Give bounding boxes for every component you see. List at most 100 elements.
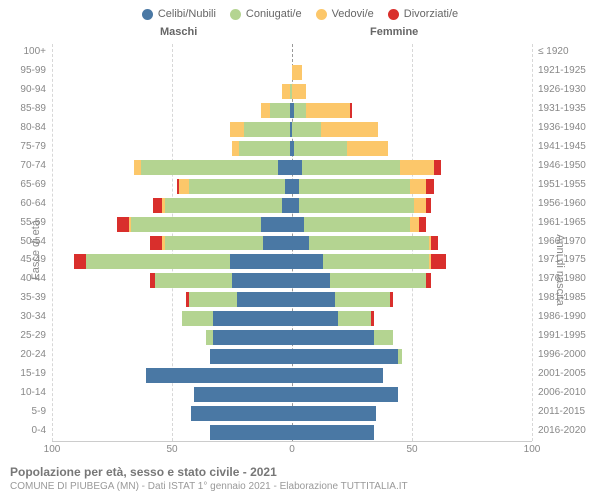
birth-year-label: 2001-2005 [538,368,586,379]
bar-segment [232,141,239,156]
male-bar [52,425,292,440]
bar-segment [410,179,427,194]
bar-segment [278,160,292,175]
bar-segment [131,217,261,232]
age-label: 80-84 [20,122,46,133]
age-label: 35-39 [20,292,46,303]
birth-year-label: 1976-1980 [538,273,586,284]
bar-segment [213,330,292,345]
bar-segment [292,425,374,440]
male-bar [52,273,292,288]
bar-segment [292,65,302,80]
bar-segment [285,179,292,194]
age-label: 5-9 [32,406,46,417]
age-label: 75-79 [20,141,46,152]
age-label: 95-99 [20,65,46,76]
age-label: 90-94 [20,84,46,95]
bar-segment [292,179,299,194]
age-row: 80-841936-1940 [52,120,532,139]
bar-segment [210,349,292,364]
bar-segment [292,330,374,345]
bar-segment [398,349,403,364]
x-tick-label: 100 [44,444,61,455]
bar-segment [213,311,292,326]
female-bar [292,179,532,194]
male-bar [52,122,292,137]
female-bar [292,349,532,364]
age-row: 75-791941-1945 [52,139,532,158]
male-bar [52,254,292,269]
age-row: 50-541966-1970 [52,234,532,253]
age-row: 35-391981-1985 [52,290,532,309]
bar-segment [165,236,263,251]
bar-segment [292,273,330,288]
bar-segment [292,160,302,175]
age-label: 65-69 [20,179,46,190]
bar-segment [153,198,163,213]
bar-segment [419,217,426,232]
age-row: 85-891931-1935 [52,101,532,120]
female-bar [292,122,532,137]
bar-segment [426,198,431,213]
female-bar [292,311,532,326]
age-row: 10-142006-2010 [52,385,532,404]
birth-year-label: 1961-1965 [538,217,586,228]
bar-segment [146,368,292,383]
bar-segment [330,273,426,288]
female-bar [292,406,532,421]
bar-segment [292,368,383,383]
birth-year-label: 2016-2020 [538,425,586,436]
birth-year-label: 1991-1995 [538,330,586,341]
bar-segment [292,311,338,326]
age-row: 70-741946-1950 [52,158,532,177]
bar-segment [182,311,213,326]
age-label: 25-29 [20,330,46,341]
age-label: 50-54 [20,236,46,247]
female-bar [292,292,532,307]
age-row: 65-691951-1955 [52,177,532,196]
bar-segment [117,217,129,232]
bar-segment [321,122,379,137]
bar-segment [350,103,352,118]
gridline [532,44,533,441]
header-male: Maschi [160,26,197,38]
male-bar [52,368,292,383]
bar-segment [431,254,445,269]
bar-segment [335,292,390,307]
age-label: 60-64 [20,198,46,209]
birth-year-label: 1951-1955 [538,179,586,190]
age-row: 95-991921-1925 [52,63,532,82]
bar-segment [150,236,162,251]
female-bar [292,236,532,251]
bar-segment [237,292,292,307]
female-bar [292,273,532,288]
female-bar [292,330,532,345]
legend-item: Coniugati/e [230,8,302,20]
x-tick-label: 0 [289,444,295,455]
age-label: 20-24 [20,349,46,360]
birth-year-label: 1931-1935 [538,103,586,114]
female-bar [292,84,532,99]
age-row: 30-341986-1990 [52,309,532,328]
chart-subtitle: COMUNE DI PIUBEGA (MN) - Dati ISTAT 1° g… [10,481,408,492]
bar-segment [294,103,306,118]
birth-year-label: 1981-1985 [538,292,586,303]
bar-segment [239,141,289,156]
bar-segment [292,387,398,402]
bar-segment [292,406,376,421]
male-bar [52,65,292,80]
header-female: Femmine [370,26,418,38]
birth-year-label: 1946-1950 [538,160,586,171]
female-bar [292,368,532,383]
legend-swatch [388,9,399,20]
bar-segment [155,273,232,288]
bar-segment [306,103,349,118]
column-headers: Maschi Femmine [0,26,600,42]
bar-segment [431,236,438,251]
bar-segment [371,311,373,326]
bar-segment [323,254,429,269]
female-bar [292,46,532,61]
legend-label: Vedovi/e [332,8,374,20]
bar-segment [292,84,306,99]
age-label: 40-44 [20,273,46,284]
